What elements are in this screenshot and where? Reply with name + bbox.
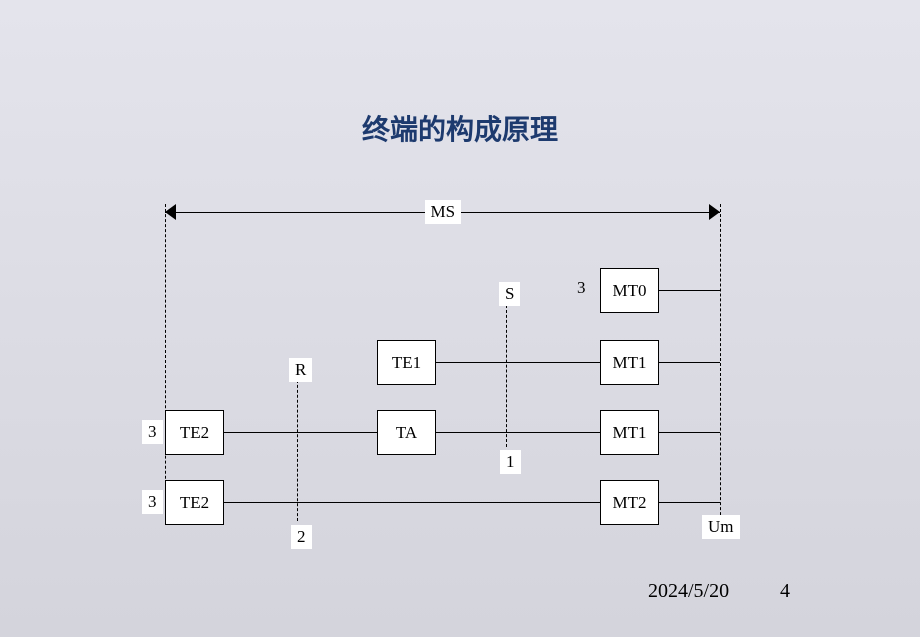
side-label-3-row3: 3 <box>142 420 163 444</box>
side-label-um: Um <box>702 515 740 539</box>
node-mt1b: MT1 <box>600 410 659 455</box>
connector-mt1b-right <box>657 432 720 433</box>
ref-label-s: S <box>499 282 520 306</box>
connector-te2a-ta <box>222 432 377 433</box>
node-te2b: TE2 <box>165 480 224 525</box>
ref-line-r <box>297 380 298 521</box>
connector-mt1a-right <box>657 362 720 363</box>
node-mt2: MT2 <box>600 480 659 525</box>
ref-label-2: 2 <box>291 525 312 549</box>
span-arrowhead <box>165 204 176 220</box>
footer-page-number: 4 <box>780 580 790 603</box>
node-mt1a: MT1 <box>600 340 659 385</box>
ref-line-right <box>720 204 721 530</box>
node-mt0: MT0 <box>600 268 659 313</box>
node-ta: TA <box>377 410 436 455</box>
footer-date: 2024/5/20 <box>648 580 729 603</box>
ref-line-s <box>506 305 507 447</box>
connector-te1-mt1a <box>434 362 600 363</box>
span-arrowhead <box>709 204 720 220</box>
connector-mt2-right <box>657 502 720 503</box>
slide-title: 终端的构成原理 <box>0 108 920 148</box>
node-te2a: TE2 <box>165 410 224 455</box>
connector-ta-mt1b <box>434 432 600 433</box>
ref-line-left <box>165 204 166 514</box>
side-label-3-row4: 3 <box>142 490 163 514</box>
connector-mt0-right <box>657 290 720 291</box>
ms-span-label: MS <box>425 200 462 224</box>
ref-label-r: R <box>289 358 312 382</box>
connector-te2b-mt2 <box>222 502 600 503</box>
side-label-3-mt0: 3 <box>577 278 586 298</box>
ref-label-1: 1 <box>500 450 521 474</box>
node-te1: TE1 <box>377 340 436 385</box>
